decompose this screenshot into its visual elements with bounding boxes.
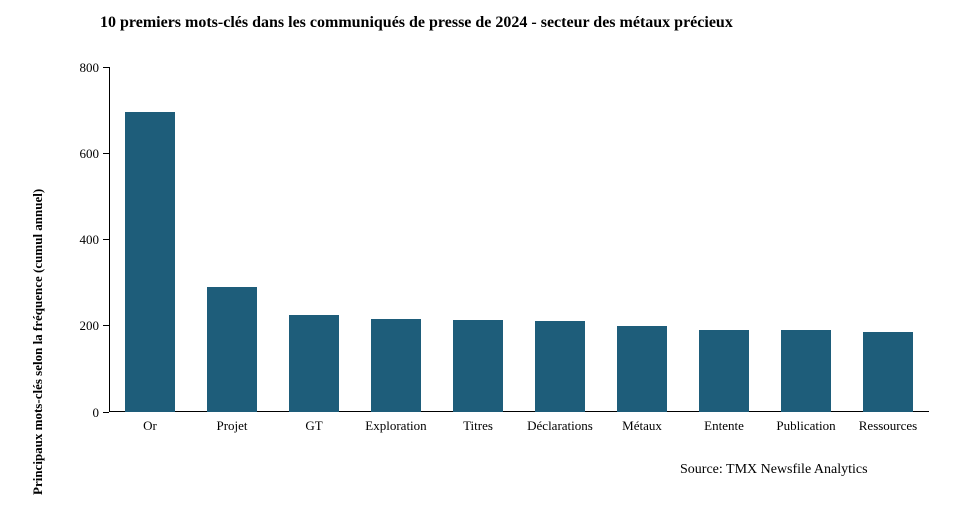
xtick-label: Titres — [437, 418, 519, 434]
ytick-mark — [103, 153, 109, 154]
y-axis-label: Principaux mots-clés selon la fréquence … — [30, 189, 46, 495]
chart-title: 10 premiers mots-clés dans les communiqu… — [100, 14, 733, 32]
xtick-label: Déclarations — [519, 418, 601, 434]
xtick-label: Ressources — [847, 418, 929, 434]
ytick-mark — [103, 412, 109, 413]
bar — [453, 320, 504, 412]
xtick-label: Publication — [765, 418, 847, 434]
ytick-label: 400 — [59, 232, 99, 248]
ytick-label: 200 — [59, 318, 99, 334]
ytick-label: 600 — [59, 146, 99, 162]
bar — [289, 315, 340, 412]
ytick-label: 0 — [59, 405, 99, 421]
bar — [617, 326, 668, 412]
bar — [781, 330, 832, 412]
bar — [125, 112, 176, 412]
xtick-label: Projet — [191, 418, 273, 434]
xtick-label: Exploration — [355, 418, 437, 434]
xtick-label: GT — [273, 418, 355, 434]
xtick-label: Métaux — [601, 418, 683, 434]
y-axis-line — [109, 67, 110, 412]
bar — [535, 321, 586, 412]
ytick-mark — [103, 239, 109, 240]
plot-area — [109, 67, 929, 412]
source-attribution: Source: TMX Newsfile Analytics — [680, 462, 868, 478]
bar — [207, 287, 258, 412]
ytick-mark — [103, 325, 109, 326]
bar — [699, 330, 750, 412]
xtick-label: Entente — [683, 418, 765, 434]
chart-root: 10 premiers mots-clés dans les communiqu… — [0, 0, 960, 506]
xtick-label: Or — [109, 418, 191, 434]
bar — [371, 319, 422, 412]
bar — [863, 332, 914, 412]
ytick-label: 800 — [59, 60, 99, 76]
ytick-mark — [103, 67, 109, 68]
